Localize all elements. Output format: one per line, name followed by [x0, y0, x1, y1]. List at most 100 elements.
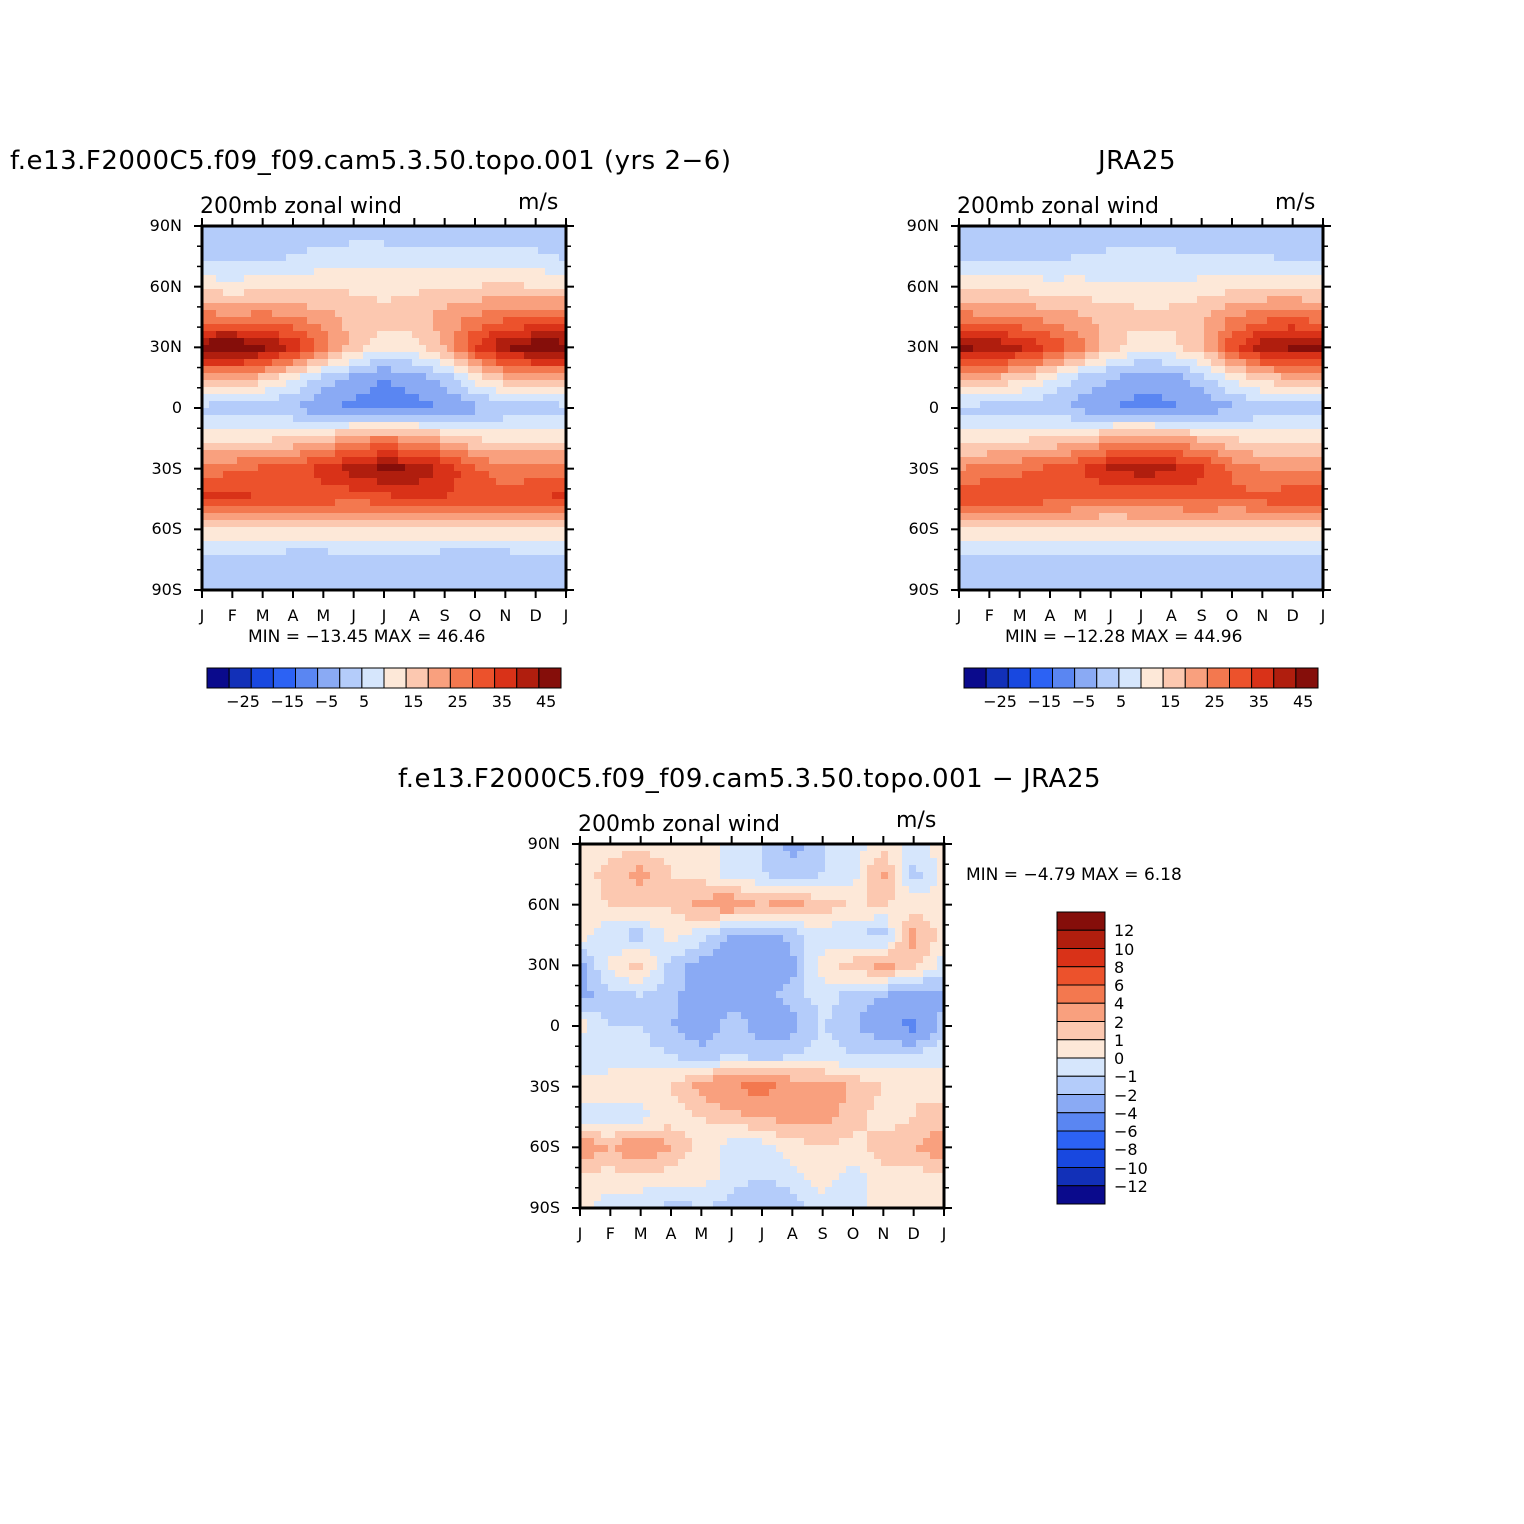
field-cell: [447, 268, 455, 276]
field-cell: [1085, 436, 1093, 444]
field-cell: [412, 401, 420, 409]
field-cell: [1134, 254, 1142, 262]
field-cell: [559, 436, 567, 444]
field-cell: [1015, 429, 1023, 437]
field-cell: [202, 366, 210, 374]
field-cell: [1169, 352, 1177, 360]
field-cell: [538, 296, 546, 304]
field-cell: [272, 233, 280, 241]
field-cell: [489, 562, 497, 570]
field-cell: [1316, 506, 1324, 514]
field-cell: [1099, 506, 1107, 514]
field-cell: [1134, 268, 1142, 276]
field-cell: [517, 562, 525, 570]
field-cell: [237, 583, 245, 591]
field-cell: [251, 450, 259, 458]
field-cell: [209, 520, 217, 528]
field-cell: [503, 296, 511, 304]
field-cell: [531, 569, 539, 577]
colorbar-swatch: [361, 667, 385, 689]
field-cell: [454, 366, 462, 374]
field-cell: [1288, 457, 1296, 465]
field-cell: [279, 576, 287, 584]
field-cell: [1155, 387, 1163, 395]
field-cell: [433, 254, 441, 262]
field-cell: [1176, 338, 1184, 346]
field-cell: [384, 450, 392, 458]
field-cell: [321, 569, 329, 577]
field-cell: [1246, 443, 1254, 451]
field-cell: [503, 310, 511, 318]
field-cell: [307, 548, 315, 556]
field-cell: [419, 387, 427, 395]
field-cell: [1015, 457, 1023, 465]
field-cell: [1218, 457, 1226, 465]
field-cell: [244, 436, 252, 444]
field-cell: [973, 303, 981, 311]
field-cell: [370, 338, 378, 346]
field-cell: [230, 499, 238, 507]
field-cell: [959, 331, 967, 339]
field-cell: [1197, 471, 1205, 479]
field-cell: [1232, 443, 1240, 451]
field-cell: [216, 338, 224, 346]
field-cell: [552, 359, 560, 367]
field-cell: [524, 296, 532, 304]
field-cell: [1008, 443, 1016, 451]
field-cell: [1071, 324, 1079, 332]
field-cell: [1008, 317, 1016, 325]
field-cell: [1183, 471, 1191, 479]
field-cell: [489, 247, 497, 255]
field-cell: [524, 401, 532, 409]
field-cell: [1085, 324, 1093, 332]
field-cell: [209, 289, 217, 297]
field-cell: [468, 555, 476, 563]
field-cell: [559, 394, 567, 402]
field-cell: [1050, 387, 1058, 395]
field-cell: [398, 527, 406, 535]
field-cell: [363, 387, 371, 395]
field-cell: [1204, 513, 1212, 521]
field-cell: [1057, 226, 1065, 234]
field-cell: [447, 527, 455, 535]
field-cell: [377, 408, 385, 416]
field-cell: [1071, 366, 1079, 374]
field-cell: [489, 394, 497, 402]
field-cell: [342, 240, 350, 248]
field-cell: [447, 275, 455, 283]
field-cell: [489, 233, 497, 241]
field-cell: [1288, 380, 1296, 388]
field-cell: [321, 394, 329, 402]
field-cell: [1078, 324, 1086, 332]
field-cell: [1127, 443, 1135, 451]
field-cell: [559, 331, 567, 339]
field-cell: [531, 359, 539, 367]
field-cell: [1204, 226, 1212, 234]
field-cell: [1190, 457, 1198, 465]
field-cell: [1218, 373, 1226, 381]
field-cell: [1022, 359, 1030, 367]
field-cell: [1022, 485, 1030, 493]
field-cell: [545, 576, 553, 584]
field-cell: [1302, 240, 1310, 248]
field-cell: [363, 541, 371, 549]
field-cell: [1211, 352, 1219, 360]
field-cell: [468, 422, 476, 430]
field-cell: [1127, 282, 1135, 290]
field-cell: [980, 261, 988, 269]
field-cell: [426, 247, 434, 255]
field-cell: [1043, 289, 1051, 297]
field-cell: [412, 296, 420, 304]
field-cell: [398, 541, 406, 549]
field-cell: [363, 296, 371, 304]
field-cell: [1120, 324, 1128, 332]
field-cell: [370, 359, 378, 367]
field-cell: [202, 394, 210, 402]
field-cell: [286, 471, 294, 479]
field-cell: [1134, 338, 1142, 346]
field-cell: [1295, 457, 1303, 465]
field-cell: [517, 429, 525, 437]
field-cell: [433, 471, 441, 479]
field-cell: [461, 359, 469, 367]
field-cell: [251, 317, 259, 325]
